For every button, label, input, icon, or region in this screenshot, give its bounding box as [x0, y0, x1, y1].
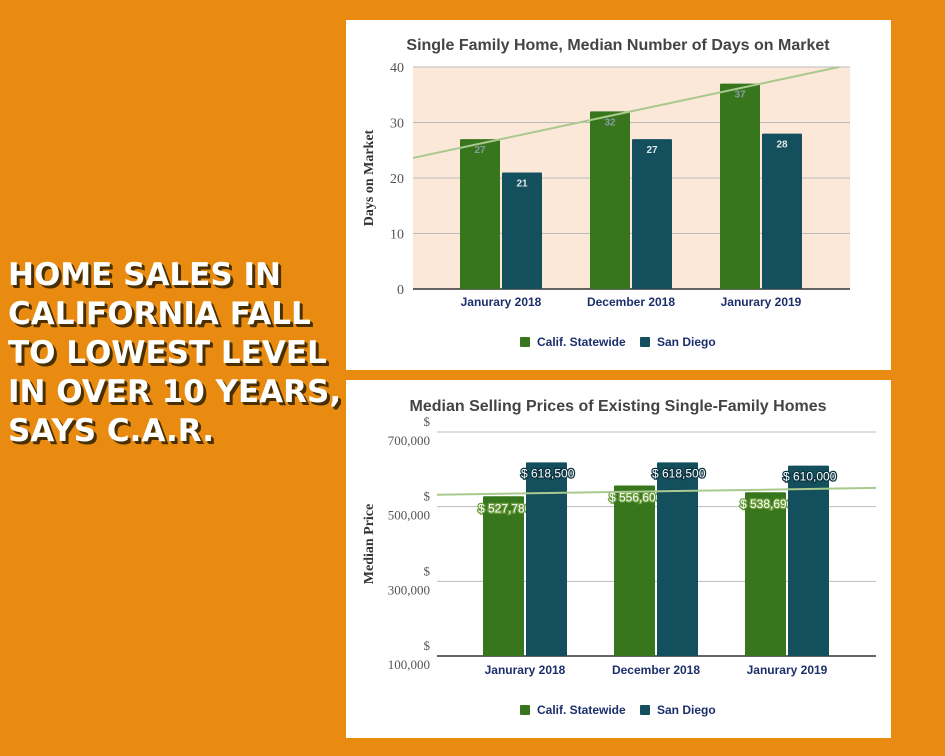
bar-statewide	[720, 83, 760, 290]
trendline	[412, 66, 840, 159]
y-tick-label-currency: $	[424, 489, 431, 504]
headline: Home Sales in California Fall to Lowest …	[8, 257, 342, 449]
y-tick-label: 30	[390, 117, 404, 132]
legend-swatch	[640, 337, 650, 347]
y-tick-label: 300,000	[388, 582, 430, 597]
legend-label: San Diego	[657, 703, 716, 717]
data-label: $ 556,600	[609, 491, 663, 505]
data-label: 27	[474, 145, 486, 156]
chart-title: Median Selling Prices of Existing Single…	[410, 398, 827, 415]
y-tick-label: 500,000	[388, 508, 430, 523]
bar-san-diego	[657, 462, 698, 656]
bar-san-diego	[762, 133, 802, 289]
legend-swatch	[520, 705, 530, 715]
bar-statewide	[460, 139, 500, 289]
bar-san-diego	[788, 465, 829, 656]
days-on-market-chart: Single Family Home, Median Number of Day…	[346, 20, 891, 370]
y-tick-label: 10	[390, 228, 404, 243]
x-tick-label: Janurary 2019	[721, 295, 802, 309]
legend-label: Calif. Statewide	[537, 335, 626, 349]
y-tick-label-currency: $	[424, 414, 431, 429]
legend-label: Calif. Statewide	[537, 703, 626, 717]
x-tick-label: Janurary 2019	[747, 663, 828, 677]
data-label: 28	[776, 140, 788, 151]
x-tick-label: December 2018	[587, 295, 675, 309]
y-tick-label: 0	[397, 283, 404, 298]
data-label: $ 618,500	[652, 466, 706, 480]
legend-swatch	[520, 337, 530, 347]
data-label: $ 538,690	[740, 497, 794, 511]
y-axis-label: Median Price	[362, 504, 377, 584]
bar-statewide	[483, 496, 524, 656]
bar-san-diego	[526, 462, 567, 656]
days-chart-svg: Single Family Home, Median Number of Day…	[362, 37, 850, 349]
trendline	[436, 486, 877, 496]
legend-label: San Diego	[657, 335, 716, 349]
bar-statewide	[614, 485, 655, 656]
bar-san-diego	[502, 172, 542, 289]
data-label: $ 610,000	[783, 470, 837, 484]
bar-san-diego	[632, 139, 672, 289]
median-price-chart: Median Selling Prices of Existing Single…	[346, 380, 891, 738]
y-tick-label-currency: $	[424, 638, 431, 653]
y-tick-label: 40	[390, 61, 404, 76]
y-axis-label: Days on Market	[362, 129, 377, 226]
bar-statewide	[590, 111, 630, 290]
price-chart-svg: Median Selling Prices of Existing Single…	[362, 398, 877, 717]
data-label: 37	[734, 90, 746, 101]
data-label: 21	[516, 178, 528, 189]
x-tick-label: December 2018	[612, 663, 700, 677]
chart-title: Single Family Home, Median Number of Day…	[406, 37, 830, 54]
bar-statewide	[745, 492, 786, 656]
y-tick-label: 700,000	[388, 433, 430, 448]
data-label: $ 527,780	[478, 501, 532, 515]
data-label: $ 618,500	[521, 466, 575, 480]
x-tick-label: Janurary 2018	[485, 663, 566, 677]
data-label: 32	[604, 117, 616, 128]
x-tick-label: Janurary 2018	[461, 295, 542, 309]
legend-swatch	[640, 705, 650, 715]
data-label: 27	[646, 145, 658, 156]
y-tick-label-currency: $	[424, 563, 431, 578]
y-tick-label: 100,000	[388, 657, 430, 672]
y-tick-label: 20	[390, 172, 404, 187]
